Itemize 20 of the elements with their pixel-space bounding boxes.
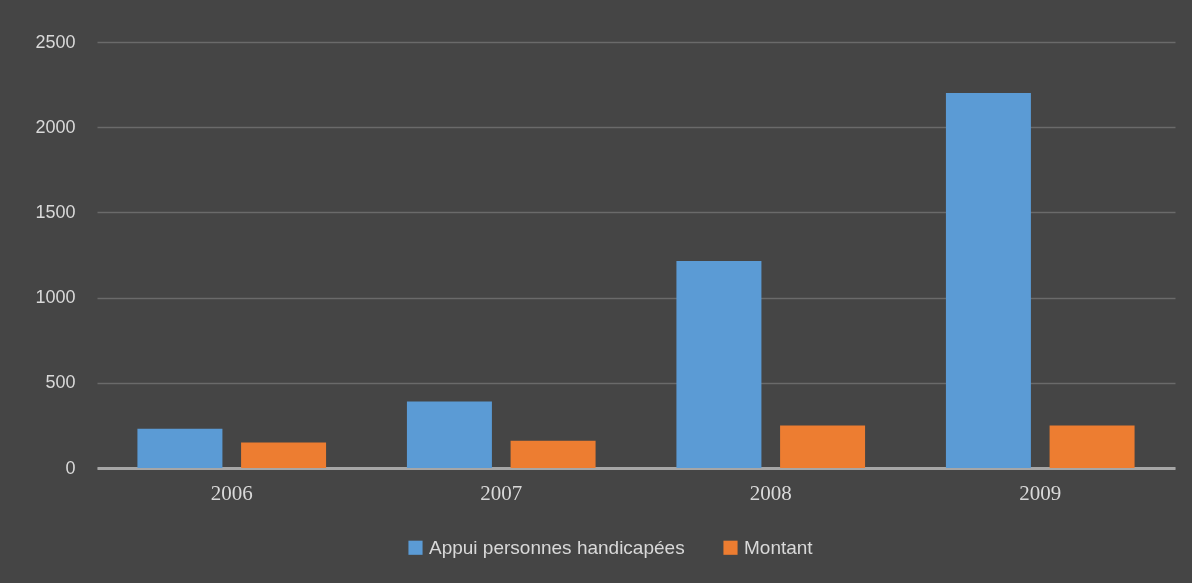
bar [510, 440, 596, 468]
bar [137, 428, 223, 468]
y-tick-label: 0 [65, 457, 76, 478]
y-tick-label: 2500 [35, 31, 76, 52]
x-tick-label: 2008 [749, 480, 792, 505]
x-tick-label: 2009 [1019, 480, 1062, 505]
legend-label: Montant [744, 536, 814, 558]
y-tick-label: 2000 [35, 116, 76, 137]
bar [1049, 425, 1135, 468]
y-tick-label: 500 [45, 372, 76, 393]
bar [945, 93, 1031, 468]
x-tick-label: 2006 [210, 480, 253, 505]
x-tick-label: 2007 [480, 480, 523, 505]
y-tick-label: 1000 [35, 287, 76, 308]
legend-label: Appui personnes handicapées [429, 536, 685, 558]
bar [241, 442, 327, 468]
y-tick-label: 1500 [35, 201, 76, 222]
bar [780, 425, 866, 468]
bar [676, 260, 762, 468]
bar [406, 401, 492, 468]
